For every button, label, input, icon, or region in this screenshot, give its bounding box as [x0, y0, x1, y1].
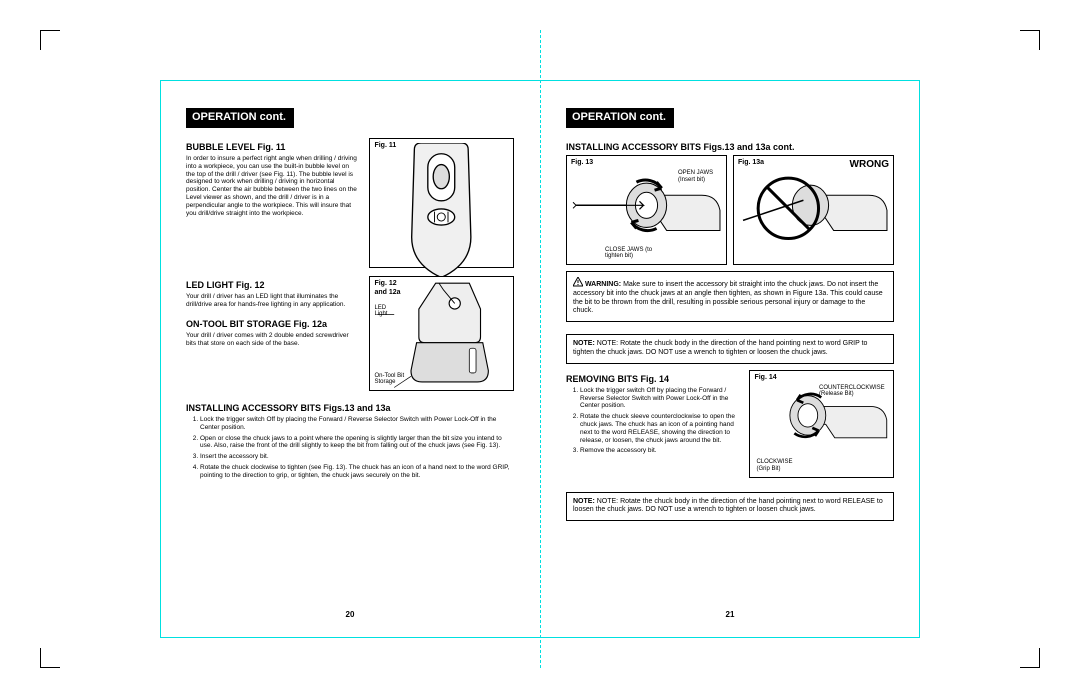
fig12-col: Fig. 12 and 12a LED Light On-Tool Bit St… — [369, 276, 514, 391]
fig-label: Fig. 11 — [374, 142, 396, 151]
crop-mark — [40, 30, 60, 50]
body-text: In order to insure a perfect right angle… — [186, 155, 359, 217]
fig13a-box: Fig. 13a WRONG — [733, 155, 894, 265]
fig14-col: Fig. 14 COUNTERCLOCKWISE (Release Bit) C… — [749, 370, 894, 478]
fig-label: Fig. 14 — [754, 374, 776, 383]
callout: CLOCKWISE (Grip Bit) — [756, 459, 806, 472]
section-title: OPERATION cont. — [566, 108, 674, 128]
fig-label: Fig. 13 — [571, 159, 593, 168]
fig13-box: Fig. 13 OPEN JAWS (Insert bit) CLOSE JAW… — [566, 155, 727, 265]
page-right: OPERATION cont. INSTALLING ACCESSORY BIT… — [540, 80, 920, 638]
removing-row: REMOVING BITS Fig. 14 Lock the trigger s… — [566, 370, 894, 478]
note-text: NOTE: Rotate the chuck body in the direc… — [573, 498, 883, 514]
heading: BUBBLE LEVEL Fig. 11 — [186, 142, 359, 153]
list-item: Lock the trigger switch Off by placing t… — [200, 416, 514, 432]
removing-steps: Lock the trigger switch Off by placing t… — [566, 387, 739, 455]
callout: CLOSE JAWS (to tighten bit) — [605, 247, 653, 260]
page-number: 21 — [566, 610, 894, 620]
note-box: NOTE: NOTE: Rotate the chuck body in the… — [566, 492, 894, 522]
fig13-row: Fig. 13 OPEN JAWS (Insert bit) CLOSE JAW… — [566, 155, 894, 265]
drill-top-icon — [374, 143, 509, 291]
note-text: NOTE: Rotate the chuck body in the direc… — [573, 340, 867, 356]
list-item: Open or close the chuck jaws to a point … — [200, 435, 514, 451]
section-title: OPERATION cont. — [186, 108, 294, 128]
heading: INSTALLING ACCESSORY BITS Figs.13 and 13… — [186, 403, 514, 414]
callout: COUNTERCLOCKWISE (Release Bit) — [819, 385, 889, 398]
callout: OPEN JAWS (Insert bit) — [678, 170, 722, 183]
callout: On-Tool Bit Storage — [374, 373, 414, 386]
crop-mark — [1020, 30, 1040, 50]
list-item: Rotate the chuck sleeve counterclockwise… — [580, 413, 739, 444]
spread: OPERATION cont. BUBBLE LEVEL Fig. 11 In … — [160, 80, 920, 638]
fig14-box: Fig. 14 COUNTERCLOCKWISE (Release Bit) C… — [749, 370, 894, 478]
bubble-row: BUBBLE LEVEL Fig. 11 In order to insure … — [186, 138, 514, 268]
page-left: OPERATION cont. BUBBLE LEVEL Fig. 11 In … — [160, 80, 540, 638]
fig11-box: Fig. 11 Center Air Bubble between 2 line… — [369, 138, 514, 268]
list-item: Lock the trigger switch Off by placing t… — [580, 387, 739, 410]
warning-prefix: WARNING: — [585, 281, 621, 288]
crop-mark — [1020, 648, 1040, 668]
body-text: Your drill / driver comes with 2 double … — [186, 332, 359, 348]
install-steps: Lock the trigger switch Off by placing t… — [186, 416, 514, 483]
callout: LED Light — [374, 305, 396, 318]
removing-text: REMOVING BITS Fig. 14 Lock the trigger s… — [566, 370, 739, 478]
bubble-text: BUBBLE LEVEL Fig. 11 In order to insure … — [186, 138, 359, 268]
fig-label: Fig. 12 and 12a — [374, 280, 404, 298]
fig12-box: Fig. 12 and 12a LED Light On-Tool Bit St… — [369, 276, 514, 391]
wrong-label: WRONG — [850, 159, 889, 172]
heading: ON-TOOL BIT STORAGE Fig. 12a — [186, 319, 359, 330]
warning-icon — [573, 277, 583, 287]
list-item: Rotate the chuck clockwise to tighten (s… — [200, 464, 514, 480]
led-text: LED LIGHT Fig. 12 Your drill / driver ha… — [186, 276, 359, 391]
heading: LED LIGHT Fig. 12 — [186, 280, 359, 291]
heading: REMOVING BITS Fig. 14 — [566, 374, 739, 385]
body-text: Your drill / driver has an LED light tha… — [186, 293, 359, 309]
crop-mark — [40, 648, 60, 668]
fig11-col: Fig. 11 Center Air Bubble between 2 line… — [369, 138, 514, 268]
led-row: LED LIGHT Fig. 12 Your drill / driver ha… — [186, 276, 514, 391]
list-item: Remove the accessory bit. — [580, 447, 739, 455]
note-box: NOTE: NOTE: Rotate the chuck body in the… — [566, 334, 894, 364]
heading: INSTALLING ACCESSORY BITS Figs.13 and 13… — [566, 142, 894, 153]
fig-label: Fig. 13a — [738, 159, 764, 168]
warning-box: WARNING: Make sure to insert the accesso… — [566, 271, 894, 322]
page-number: 20 — [186, 610, 514, 620]
list-item: Insert the accessory bit. — [200, 453, 514, 461]
chuck-wrong-icon — [738, 160, 889, 261]
